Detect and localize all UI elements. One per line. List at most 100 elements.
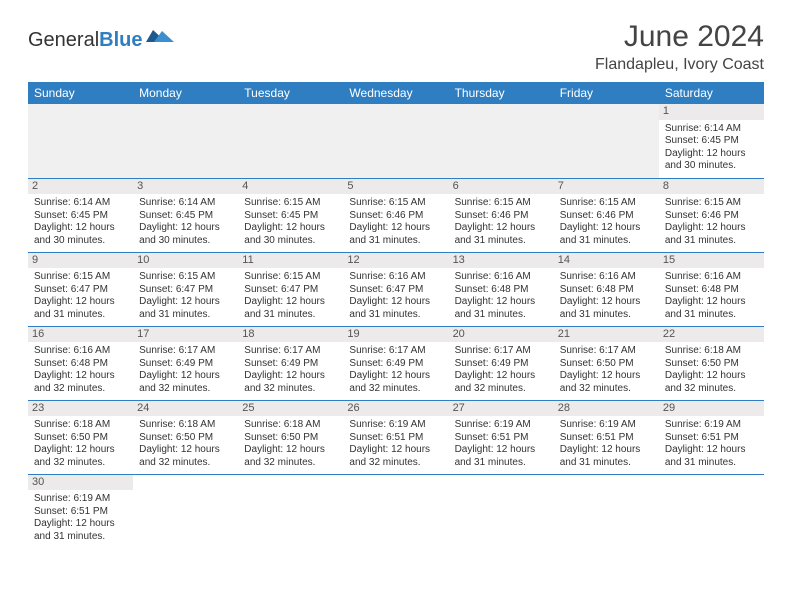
sunrise-line: Sunrise: 6:16 AM	[455, 271, 548, 284]
daylight-line: Daylight: 12 hours and 32 minutes.	[34, 444, 127, 469]
sunset-line: Sunset: 6:46 PM	[349, 210, 442, 223]
calendar-day-cell: 14Sunrise: 6:16 AMSunset: 6:48 PMDayligh…	[554, 252, 659, 326]
daylight-line: Daylight: 12 hours and 32 minutes.	[244, 370, 337, 395]
sunset-line: Sunset: 6:50 PM	[560, 358, 653, 371]
day-number: 6	[449, 179, 554, 195]
calendar-day-cell: 2Sunrise: 6:14 AMSunset: 6:45 PMDaylight…	[28, 178, 133, 252]
sunset-line: Sunset: 6:47 PM	[244, 284, 337, 297]
sunrise-line: Sunrise: 6:15 AM	[665, 197, 758, 210]
calendar-empty-cell	[238, 474, 343, 548]
weekday-header: Friday	[554, 82, 659, 104]
calendar-day-cell: 4Sunrise: 6:15 AMSunset: 6:45 PMDaylight…	[238, 178, 343, 252]
sunrise-line: Sunrise: 6:15 AM	[560, 197, 653, 210]
daylight-line: Daylight: 12 hours and 32 minutes.	[665, 370, 758, 395]
location: Flandapleu, Ivory Coast	[595, 56, 764, 74]
day-number: 25	[238, 401, 343, 417]
daylight-line: Daylight: 12 hours and 32 minutes.	[244, 444, 337, 469]
sunrise-line: Sunrise: 6:15 AM	[139, 271, 232, 284]
sunrise-line: Sunrise: 6:19 AM	[455, 419, 548, 432]
daylight-line: Daylight: 12 hours and 32 minutes.	[455, 370, 548, 395]
day-number: 9	[28, 253, 133, 269]
calendar-empty-cell	[133, 104, 238, 178]
sunset-line: Sunset: 6:50 PM	[34, 432, 127, 445]
sunrise-line: Sunrise: 6:17 AM	[349, 345, 442, 358]
day-number: 24	[133, 401, 238, 417]
logo: GeneralBlue	[28, 20, 174, 52]
sunset-line: Sunset: 6:46 PM	[560, 210, 653, 223]
sunrise-line: Sunrise: 6:14 AM	[139, 197, 232, 210]
daylight-line: Daylight: 12 hours and 31 minutes.	[34, 518, 127, 543]
sunrise-line: Sunrise: 6:18 AM	[244, 419, 337, 432]
calendar-day-cell: 11Sunrise: 6:15 AMSunset: 6:47 PMDayligh…	[238, 252, 343, 326]
weekday-header: Tuesday	[238, 82, 343, 104]
sunrise-line: Sunrise: 6:18 AM	[34, 419, 127, 432]
calendar-day-cell: 5Sunrise: 6:15 AMSunset: 6:46 PMDaylight…	[343, 178, 448, 252]
sunset-line: Sunset: 6:46 PM	[455, 210, 548, 223]
daylight-line: Daylight: 12 hours and 31 minutes.	[560, 222, 653, 247]
calendar-day-cell: 15Sunrise: 6:16 AMSunset: 6:48 PMDayligh…	[659, 252, 764, 326]
calendar-week-row: 1Sunrise: 6:14 AMSunset: 6:45 PMDaylight…	[28, 104, 764, 178]
day-number: 13	[449, 253, 554, 269]
calendar-week-row: 2Sunrise: 6:14 AMSunset: 6:45 PMDaylight…	[28, 178, 764, 252]
day-number: 23	[28, 401, 133, 417]
sunset-line: Sunset: 6:45 PM	[665, 135, 758, 148]
daylight-line: Daylight: 12 hours and 30 minutes.	[34, 222, 127, 247]
day-number: 5	[343, 179, 448, 195]
calendar-day-cell: 1Sunrise: 6:14 AMSunset: 6:45 PMDaylight…	[659, 104, 764, 178]
day-number: 3	[133, 179, 238, 195]
calendar-day-cell: 29Sunrise: 6:19 AMSunset: 6:51 PMDayligh…	[659, 400, 764, 474]
day-number: 17	[133, 327, 238, 343]
title-block: June 2024 Flandapleu, Ivory Coast	[595, 20, 764, 74]
sunrise-line: Sunrise: 6:17 AM	[560, 345, 653, 358]
calendar-empty-cell	[449, 104, 554, 178]
daylight-line: Daylight: 12 hours and 32 minutes.	[139, 370, 232, 395]
calendar-empty-cell	[659, 474, 764, 548]
day-number: 18	[238, 327, 343, 343]
sunset-line: Sunset: 6:49 PM	[349, 358, 442, 371]
month-title: June 2024	[595, 20, 764, 54]
sunrise-line: Sunrise: 6:18 AM	[139, 419, 232, 432]
sunset-line: Sunset: 6:50 PM	[139, 432, 232, 445]
daylight-line: Daylight: 12 hours and 31 minutes.	[665, 222, 758, 247]
calendar-day-cell: 18Sunrise: 6:17 AMSunset: 6:49 PMDayligh…	[238, 326, 343, 400]
calendar-day-cell: 6Sunrise: 6:15 AMSunset: 6:46 PMDaylight…	[449, 178, 554, 252]
sunrise-line: Sunrise: 6:15 AM	[34, 271, 127, 284]
sunset-line: Sunset: 6:47 PM	[139, 284, 232, 297]
logo-text-blue: Blue	[99, 29, 142, 51]
sunrise-line: Sunrise: 6:17 AM	[455, 345, 548, 358]
day-number: 12	[343, 253, 448, 269]
sunrise-line: Sunrise: 6:15 AM	[455, 197, 548, 210]
daylight-line: Daylight: 12 hours and 31 minutes.	[455, 296, 548, 321]
sunset-line: Sunset: 6:51 PM	[455, 432, 548, 445]
sunset-line: Sunset: 6:48 PM	[665, 284, 758, 297]
calendar-week-row: 9Sunrise: 6:15 AMSunset: 6:47 PMDaylight…	[28, 252, 764, 326]
sunset-line: Sunset: 6:45 PM	[34, 210, 127, 223]
weekday-header: Saturday	[659, 82, 764, 104]
calendar-day-cell: 19Sunrise: 6:17 AMSunset: 6:49 PMDayligh…	[343, 326, 448, 400]
daylight-line: Daylight: 12 hours and 30 minutes.	[244, 222, 337, 247]
sunrise-line: Sunrise: 6:15 AM	[244, 271, 337, 284]
calendar-day-cell: 24Sunrise: 6:18 AMSunset: 6:50 PMDayligh…	[133, 400, 238, 474]
sunrise-line: Sunrise: 6:14 AM	[665, 123, 758, 136]
calendar-day-cell: 25Sunrise: 6:18 AMSunset: 6:50 PMDayligh…	[238, 400, 343, 474]
logo-text: GeneralBlue	[28, 29, 143, 52]
daylight-line: Daylight: 12 hours and 31 minutes.	[349, 222, 442, 247]
calendar-empty-cell	[449, 474, 554, 548]
weekday-header: Thursday	[449, 82, 554, 104]
sunrise-line: Sunrise: 6:19 AM	[560, 419, 653, 432]
day-number: 4	[238, 179, 343, 195]
calendar-empty-cell	[133, 474, 238, 548]
sunset-line: Sunset: 6:48 PM	[455, 284, 548, 297]
calendar-week-row: 23Sunrise: 6:18 AMSunset: 6:50 PMDayligh…	[28, 400, 764, 474]
sunset-line: Sunset: 6:51 PM	[560, 432, 653, 445]
sunset-line: Sunset: 6:51 PM	[665, 432, 758, 445]
daylight-line: Daylight: 12 hours and 31 minutes.	[34, 296, 127, 321]
day-number: 15	[659, 253, 764, 269]
weekday-header: Sunday	[28, 82, 133, 104]
daylight-line: Daylight: 12 hours and 31 minutes.	[139, 296, 232, 321]
sunrise-line: Sunrise: 6:19 AM	[665, 419, 758, 432]
sunset-line: Sunset: 6:47 PM	[34, 284, 127, 297]
calendar-day-cell: 3Sunrise: 6:14 AMSunset: 6:45 PMDaylight…	[133, 178, 238, 252]
daylight-line: Daylight: 12 hours and 32 minutes.	[34, 370, 127, 395]
sunrise-line: Sunrise: 6:16 AM	[34, 345, 127, 358]
